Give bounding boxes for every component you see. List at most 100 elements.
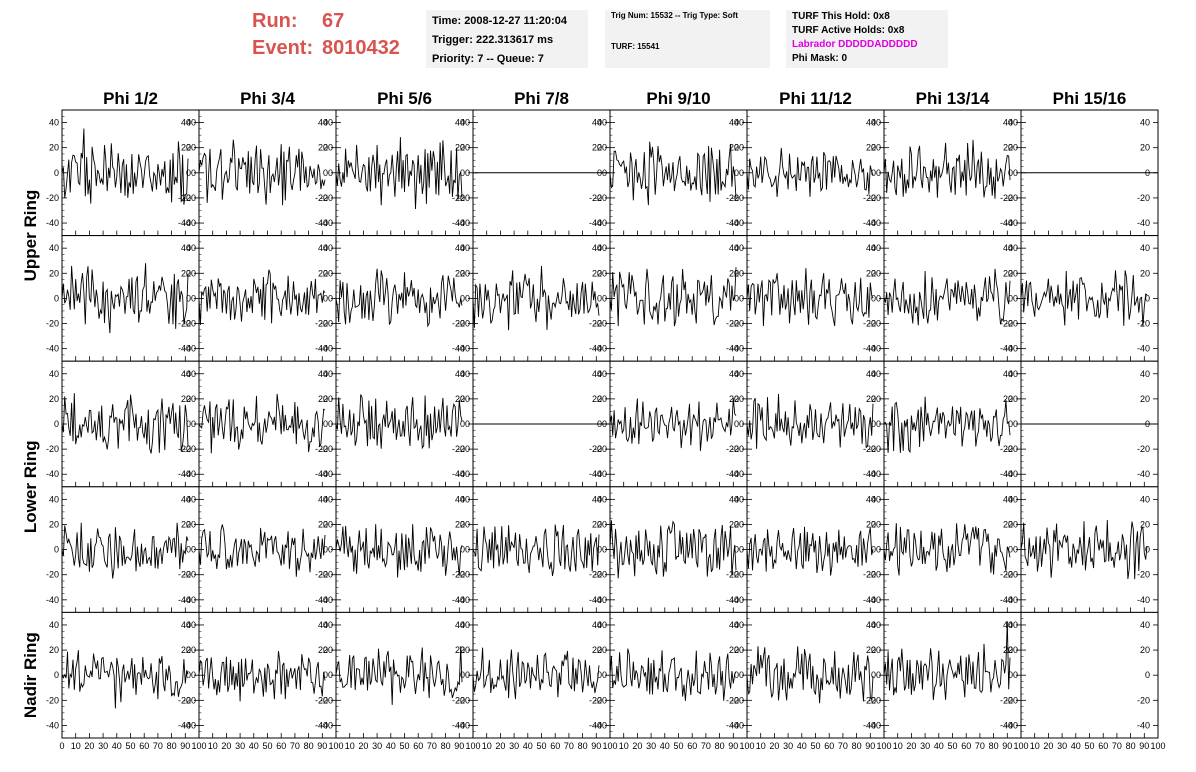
y-tick-label: -20	[320, 570, 333, 580]
turf-text: TURF: 15541	[611, 42, 660, 51]
y-tick-label: 40	[1140, 494, 1150, 504]
y-tick-label: -20	[863, 444, 876, 454]
y-tick-label: 20	[597, 519, 607, 529]
y-tick-label: 40	[1003, 494, 1013, 504]
y-tick-label: 0	[1008, 419, 1013, 429]
y-tick-label: 20	[49, 143, 59, 153]
y-tick-label: 0	[871, 419, 876, 429]
waveform-line	[472, 524, 600, 577]
y-tick-label: 0	[323, 168, 328, 178]
waveform-line	[1020, 519, 1148, 580]
x-tick-label: 100	[1013, 741, 1028, 751]
y-tick-label: -40	[320, 720, 333, 730]
y-tick-label: 40	[866, 620, 876, 630]
y-tick-label: -20	[594, 193, 607, 203]
y-tick-label: 20	[1008, 268, 1018, 278]
y-tick-label: 40	[455, 620, 465, 630]
y-tick-label: -40	[594, 218, 607, 228]
y-tick-label: -20	[315, 193, 328, 203]
y-tick-label: -40	[594, 720, 607, 730]
y-tick-label: 40	[597, 118, 607, 128]
y-tick-label: 40	[186, 620, 196, 630]
y-tick-label: 0	[1008, 545, 1013, 555]
y-tick-label: 20	[592, 143, 602, 153]
y-tick-label: -20	[863, 193, 876, 203]
x-tick-label: 50	[810, 741, 820, 751]
y-tick-label: -20	[868, 319, 881, 329]
y-tick-label: 20	[455, 268, 465, 278]
x-tick-label: 60	[276, 741, 286, 751]
x-tick-label: 80	[852, 741, 862, 751]
ring-label: Upper Ring	[21, 190, 40, 282]
waveform-line	[61, 650, 189, 709]
y-tick-label: 0	[465, 419, 470, 429]
y-tick-label: -40	[1000, 595, 1013, 605]
x-tick-label: 60	[550, 741, 560, 751]
x-tick-label: 70	[427, 741, 437, 751]
waveform-line	[883, 621, 1011, 701]
y-tick-label: -20	[868, 444, 881, 454]
waveform-line	[883, 523, 1011, 576]
ring-label: Nadir Ring	[21, 632, 40, 718]
waveform-line	[472, 265, 600, 331]
x-tick-label: 80	[167, 741, 177, 751]
y-tick-label: 20	[323, 645, 333, 655]
y-tick-label: 20	[460, 143, 470, 153]
x-tick-label: 60	[961, 741, 971, 751]
y-tick-label: 40	[323, 243, 333, 253]
y-tick-label: 0	[1008, 293, 1013, 303]
panel-frame	[335, 235, 474, 362]
y-tick-label: -40	[178, 218, 191, 228]
y-tick-label: 40	[734, 243, 744, 253]
y-tick-label: 20	[729, 394, 739, 404]
y-tick-label: -40	[1137, 218, 1150, 228]
y-tick-label: 40	[323, 620, 333, 630]
y-tick-label: 0	[465, 670, 470, 680]
x-tick-label: 80	[989, 741, 999, 751]
y-tick-label: 20	[455, 519, 465, 529]
time-text: Time: 2008-12-27 11:20:04	[432, 15, 567, 27]
y-tick-label: 20	[186, 268, 196, 278]
y-tick-label: 0	[871, 670, 876, 680]
panel-frame	[1020, 486, 1159, 613]
y-tick-label: 0	[739, 293, 744, 303]
y-tick-label: -40	[731, 469, 744, 479]
y-tick-label: 40	[186, 243, 196, 253]
y-tick-label: -40	[452, 595, 465, 605]
y-tick-label: -20	[315, 319, 328, 329]
x-tick-label: 0	[59, 741, 64, 751]
event-value: 8010432	[322, 37, 400, 59]
y-tick-label: 0	[734, 545, 739, 555]
x-tick-label: 100	[876, 741, 891, 751]
y-tick-label: -20	[1005, 193, 1018, 203]
x-tick-label: 30	[372, 741, 382, 751]
y-tick-label: 20	[318, 394, 328, 404]
y-tick-label: -40	[731, 218, 744, 228]
waveform-line	[883, 396, 1011, 454]
y-tick-label: -20	[178, 695, 191, 705]
y-tick-label: -20	[183, 695, 196, 705]
x-tick-label: 100	[328, 741, 343, 751]
y-tick-label: 40	[866, 118, 876, 128]
y-tick-label: 20	[49, 394, 59, 404]
waveform-line	[609, 648, 737, 701]
y-tick-label: -40	[1005, 595, 1018, 605]
y-tick-label: 0	[460, 545, 465, 555]
y-tick-label: 0	[186, 293, 191, 303]
x-tick-label: 20	[906, 741, 916, 751]
y-tick-label: -40	[868, 720, 881, 730]
y-tick-label: -20	[1000, 444, 1013, 454]
y-tick-label: -20	[868, 570, 881, 580]
y-tick-label: 40	[729, 369, 739, 379]
y-tick-label: 40	[1008, 118, 1018, 128]
y-tick-label: 20	[1003, 519, 1013, 529]
y-tick-label: -40	[315, 344, 328, 354]
y-tick-label: 0	[328, 168, 333, 178]
y-tick-label: -40	[46, 469, 59, 479]
y-tick-label: 0	[1145, 545, 1150, 555]
